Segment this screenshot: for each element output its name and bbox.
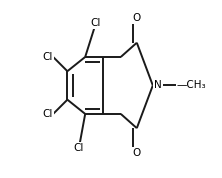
Text: O: O — [133, 13, 141, 23]
Text: Cl: Cl — [43, 109, 53, 119]
Text: Cl: Cl — [74, 143, 84, 153]
Text: Cl: Cl — [91, 18, 101, 28]
Text: —CH₃: —CH₃ — [177, 80, 206, 90]
Text: Cl: Cl — [43, 52, 53, 62]
Text: O: O — [133, 148, 141, 158]
Text: N: N — [154, 80, 161, 90]
